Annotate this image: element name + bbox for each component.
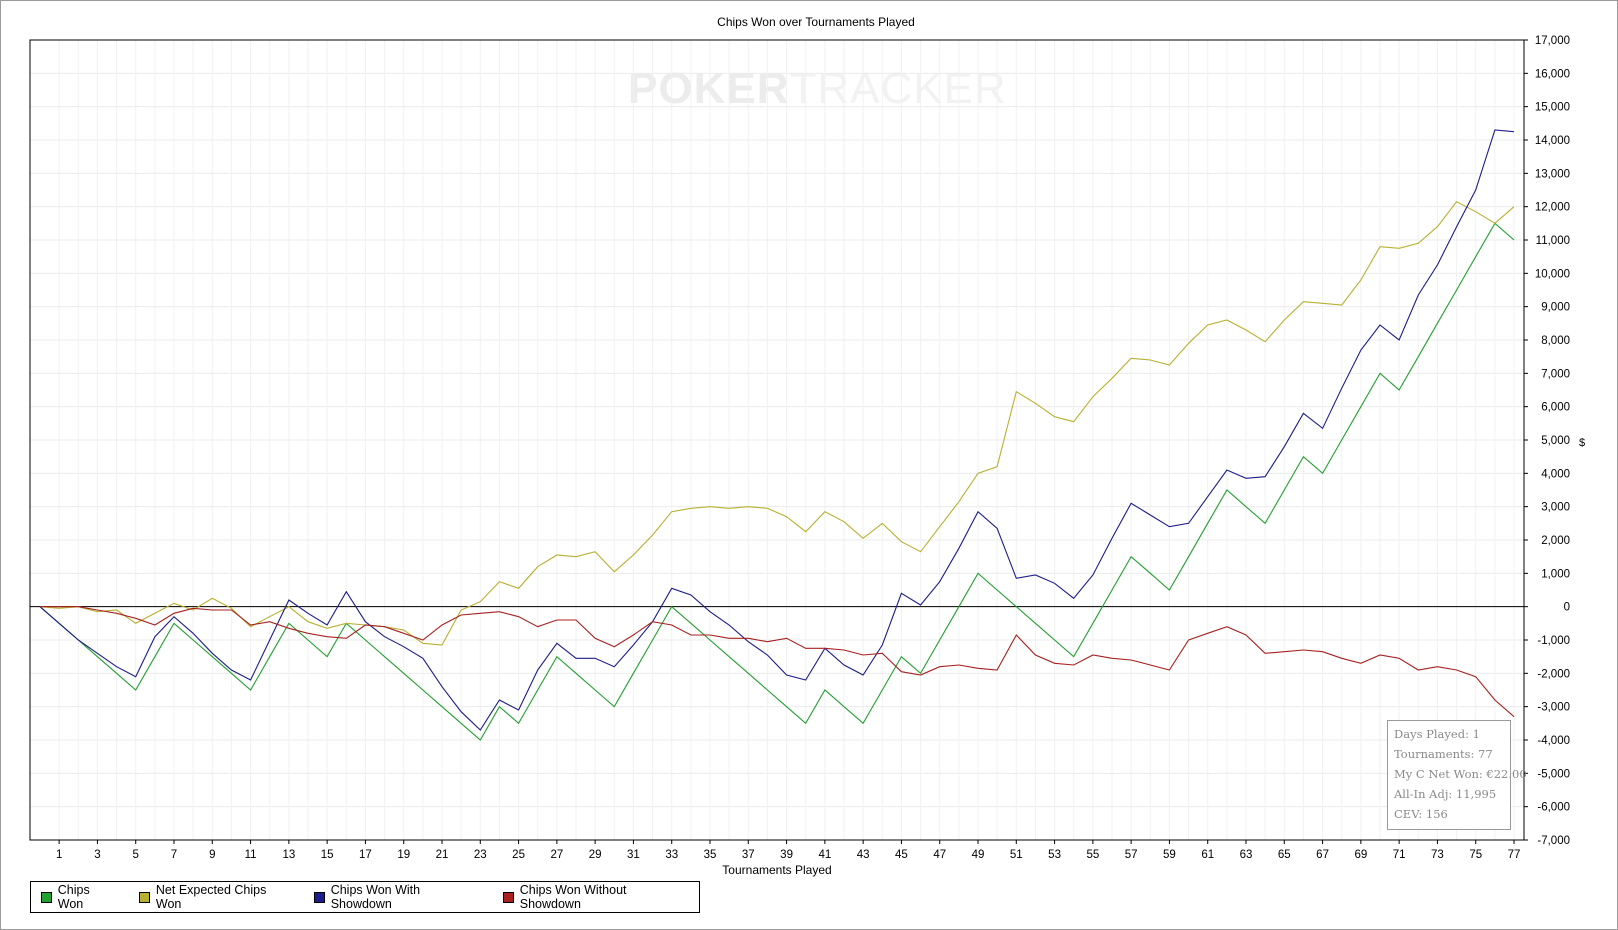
x-tick-label: 11 <box>245 849 257 861</box>
y-tick-label: 9,000 <box>1541 302 1570 314</box>
x-tick-label: 55 <box>1086 849 1099 861</box>
y-tick-label: 15,000 <box>1535 102 1570 114</box>
x-tick-label: 1 <box>56 849 62 861</box>
x-tick-label: 73 <box>1431 849 1444 861</box>
x-tick-label: 23 <box>474 849 487 861</box>
series-line-chips-won-without-showdown <box>40 606 1515 718</box>
y-tick-label: -3,000 <box>1537 702 1570 714</box>
y-axis-ticks: -7,000 -6,000 -5,000 -4,000 -3,000 -2,000 -1,0… <box>1524 35 1570 847</box>
watermark-bold: POKER <box>628 64 790 113</box>
grid <box>30 39 1524 841</box>
stat-net-won: My C Net Won: €22.00 <box>1394 767 1527 781</box>
x-tick-label: 13 <box>282 849 295 861</box>
y-tick-label: 17,000 <box>1535 35 1570 47</box>
x-tick-label: 7 <box>171 849 177 861</box>
stat-days-played: Days Played: 1 <box>1394 727 1480 741</box>
series-line-chips-won <box>39 222 1515 741</box>
legend-swatch-chips-won <box>41 891 52 903</box>
x-tick-label: 43 <box>857 849 870 861</box>
y-tick-label: -4,000 <box>1537 735 1570 747</box>
y-tick-label: 6,000 <box>1541 402 1570 414</box>
x-tick-label: 57 <box>1125 849 1138 861</box>
legend-swatch-net-expected <box>139 891 150 903</box>
stats-box: Days Played: 1 Tournaments: 77 My C Net … <box>1387 720 1527 830</box>
y-tick-label: 14,000 <box>1535 135 1570 147</box>
legend-item-chips-won[interactable]: Chips Won <box>41 883 117 911</box>
chart-title: Chips Won over Tournaments Played <box>717 15 915 29</box>
x-tick-label: 27 <box>550 849 563 861</box>
legend-label: Chips Won With Showdown <box>330 883 421 911</box>
x-tick-label: 19 <box>397 849 410 861</box>
x-tick-label: 9 <box>209 849 215 861</box>
x-tick-label: 17 <box>359 849 372 861</box>
stat-tournaments: Tournaments: 77 <box>1394 747 1493 761</box>
x-tick-label: 51 <box>1010 849 1023 861</box>
x-tick-label: 75 <box>1469 849 1482 861</box>
stat-cev: CEV: 156 <box>1394 807 1448 821</box>
x-tick-label: 37 <box>742 849 755 861</box>
x-tick-label: 61 <box>1201 849 1214 861</box>
y-tick-label: 12,000 <box>1535 202 1570 214</box>
y-tick-label: 3,000 <box>1541 502 1570 514</box>
y-tick-label: -7,000 <box>1537 835 1570 847</box>
stat-all-in-adj: All-In Adj: 11,995 <box>1394 787 1497 801</box>
x-axis-label: Tournaments Played <box>722 863 831 877</box>
y-tick-label: -6,000 <box>1537 802 1570 814</box>
x-tick-label: 39 <box>780 849 793 861</box>
x-tick-label: 41 <box>818 849 831 861</box>
legend-item-with-showdown[interactable]: Chips Won With Showdown <box>313 883 481 911</box>
y-axis-label: $ <box>1579 437 1585 449</box>
watermark-light: TRACKER <box>789 64 1007 113</box>
series-line-net-expected-chips-won <box>39 200 1515 646</box>
legend-swatch-without-showdown <box>502 891 514 903</box>
x-tick-label: 31 <box>627 849 640 861</box>
x-tick-label: 21 <box>436 849 449 861</box>
legend-label: Chips Won Without Showdown <box>519 883 627 911</box>
x-tick-label: 67 <box>1316 849 1329 861</box>
y-tick-label: 8,000 <box>1541 335 1570 347</box>
legend-label: Net Expected Chips Won <box>155 883 267 911</box>
y-tick-label: -2,000 <box>1537 668 1570 680</box>
y-tick-label: -5,000 <box>1537 768 1570 780</box>
y-tick-label: 10,000 <box>1535 268 1570 280</box>
x-tick-label: 3 <box>94 849 100 861</box>
x-tick-label: 15 <box>321 849 334 861</box>
x-tick-label: 29 <box>589 849 602 861</box>
legend-item-net-expected[interactable]: Net Expected Chips Won <box>139 883 292 911</box>
series-group <box>39 129 1515 741</box>
x-tick-label: 77 <box>1508 849 1521 861</box>
x-tick-label: 63 <box>1240 849 1253 861</box>
x-axis-ticks: 1 3 5 7 9 11 13 15 17 19 21 23 25 27 29 31 33 35 37 39 41 43 4… <box>56 840 1520 861</box>
x-tick-label: 49 <box>972 849 985 861</box>
y-tick-label: 5,000 <box>1541 435 1570 447</box>
x-tick-label: 47 <box>933 849 946 861</box>
watermark-logo: POKERTRACKER <box>628 64 1007 114</box>
y-tick-label: 13,000 <box>1535 168 1570 180</box>
legend-item-without-showdown[interactable]: Chips Won Without Showdown <box>502 883 687 911</box>
y-tick-label: 11,000 <box>1536 235 1570 247</box>
x-tick-label: 53 <box>1048 849 1061 861</box>
x-tick-label: 65 <box>1278 849 1291 861</box>
y-tick-label: 7,000 <box>1541 368 1570 380</box>
x-tick-label: 71 <box>1393 849 1406 861</box>
legend-swatch-with-showdown <box>313 891 325 903</box>
series-line-chips-won-with-showdown <box>39 129 1515 731</box>
y-tick-label: 16,000 <box>1535 68 1570 80</box>
y-tick-label: 0 <box>1564 602 1570 614</box>
x-tick-label: 59 <box>1163 849 1176 861</box>
legend: Chips Won Net Expected Chips Won Chips W… <box>30 881 700 913</box>
y-tick-label: -1,000 <box>1537 635 1570 647</box>
x-tick-label: 35 <box>704 849 717 861</box>
x-tick-label: 5 <box>133 849 139 861</box>
y-tick-label: 2,000 <box>1541 535 1570 547</box>
legend-label: Chips Won <box>57 883 90 911</box>
x-tick-label: 45 <box>895 849 908 861</box>
y-tick-label: 1,000 <box>1541 568 1570 580</box>
x-tick-label: 69 <box>1354 849 1367 861</box>
x-tick-label: 33 <box>665 849 678 861</box>
x-tick-label: 25 <box>512 849 525 861</box>
y-tick-label: 4,000 <box>1541 468 1570 480</box>
